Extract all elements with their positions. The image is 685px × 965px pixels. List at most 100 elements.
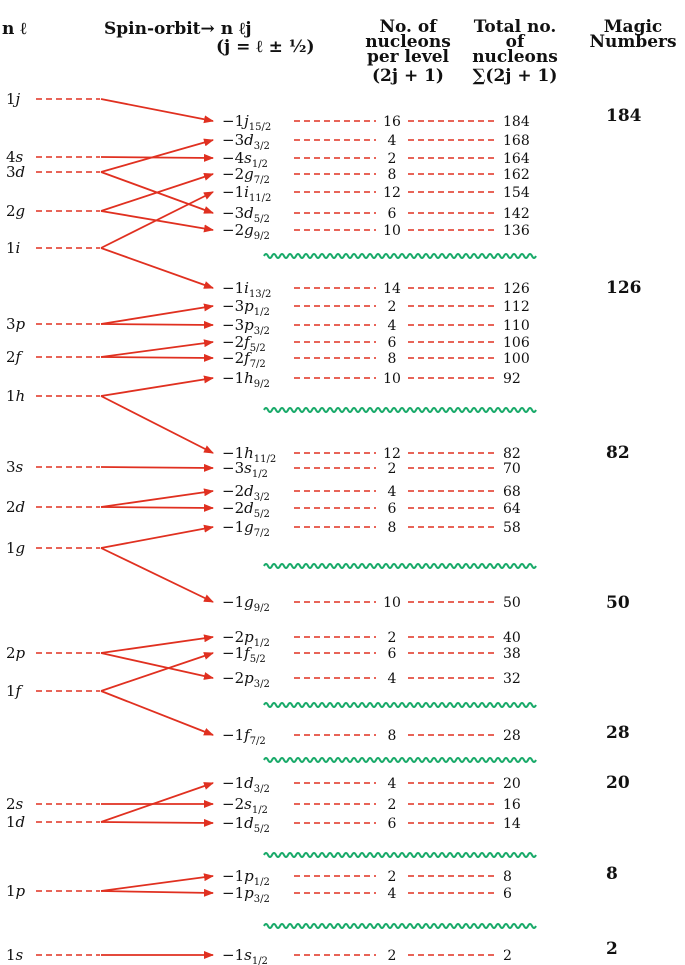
split-arrow [100, 652, 214, 680]
level-degeneracy: 8 [388, 520, 397, 536]
level-total: 184 [503, 114, 530, 130]
header-j-formula: (j = ℓ ± ½) [216, 37, 315, 57]
level-degeneracy: 12 [383, 446, 401, 462]
level-degeneracy: 2 [388, 151, 397, 167]
level-degeneracy: 10 [383, 223, 401, 239]
level-total: 70 [503, 461, 521, 477]
level-degeneracy: 6 [388, 206, 397, 222]
orbital-label-1g: 1g [6, 539, 25, 557]
level-degeneracy: 8 [388, 351, 397, 367]
header-magic: Magic Numbers [585, 19, 681, 51]
level-total: 16 [503, 797, 521, 813]
arrow-group [100, 98, 214, 959]
header-per-level-line3: per level [366, 47, 449, 67]
header-spin-orbit-text: Spin-orbit→ n ℓj [104, 19, 252, 39]
orbital-label-2p: 2p [6, 644, 26, 662]
orbital-label-2d: 2d [6, 498, 25, 516]
level-degeneracy: 4 [388, 484, 397, 500]
orbital-label-1h: 1h [6, 387, 25, 405]
magic-number-28: 28 [606, 723, 630, 743]
level-total: 164 [503, 151, 530, 167]
shell-gap-wave [263, 702, 537, 708]
level-degeneracy: 12 [383, 185, 401, 201]
level-total: 58 [503, 520, 521, 536]
split-arrow [100, 191, 214, 249]
magic-number-20: 20 [606, 773, 630, 793]
split-arrow [100, 488, 214, 508]
orbital-label-3s: 3s [6, 458, 24, 476]
level-column: −1j15/2 16 184−3d3/2 4 168−4s1/2 2 164−2g7/2 8 1… [222, 112, 530, 965]
level-degeneracy: 6 [388, 335, 397, 351]
split-arrow [100, 173, 214, 212]
split-arrow [100, 98, 214, 124]
level-total: 162 [503, 167, 530, 183]
level-total: 8 [503, 869, 512, 885]
level-degeneracy: 14 [383, 281, 401, 297]
level-label-1g7-2: −1g7/2 [222, 518, 270, 539]
level-degeneracy: 2 [388, 299, 397, 315]
level-label-3p1-2: −3p1/2 [222, 297, 270, 318]
magic-number-82: 82 [606, 443, 630, 463]
level-label-2s1-2: −2s1/2 [222, 795, 268, 816]
shell-gap-wave [263, 563, 537, 569]
level-total: 92 [503, 371, 521, 387]
split-arrow [100, 247, 214, 289]
split-arrow [100, 782, 214, 823]
level-degeneracy: 4 [388, 671, 397, 687]
level-degeneracy: 16 [383, 114, 401, 130]
level-degeneracy: 2 [388, 948, 397, 964]
level-degeneracy: 6 [388, 646, 397, 662]
level-label-1h9-2: −1h9/2 [222, 369, 270, 390]
level-total: 50 [503, 595, 521, 611]
header-total: Total no. of nucleons ∑(2j + 1) [452, 19, 578, 85]
level-total: 136 [503, 223, 530, 239]
split-arrow [100, 547, 214, 603]
header-n-l: n ℓ [2, 19, 42, 39]
level-total: 20 [503, 776, 521, 792]
split-arrow [100, 463, 214, 472]
level-degeneracy: 4 [388, 776, 397, 792]
level-label-1j15-2: −1j15/2 [222, 112, 271, 133]
level-total: 38 [503, 646, 521, 662]
split-arrow [100, 320, 214, 329]
shell-gap-wave [263, 757, 537, 763]
level-degeneracy: 8 [388, 167, 397, 183]
level-degeneracy: 10 [383, 595, 401, 611]
level-total: 32 [503, 671, 521, 687]
header-n-l-text: n ℓ [2, 19, 27, 39]
shell-gap-group [263, 253, 537, 929]
split-arrow [100, 303, 214, 325]
shell-gap-wave [263, 923, 537, 929]
level-label-1d3-2: −1d3/2 [222, 774, 270, 795]
header-total-line2: of [505, 32, 525, 52]
header-total-line3: nucleons [472, 47, 558, 67]
split-arrow [100, 375, 214, 397]
split-arrow [100, 652, 214, 692]
level-total: 142 [503, 206, 530, 222]
level-label-1g9-2: −1g9/2 [222, 593, 270, 614]
header-per-level: No. of nucleons per level (2j + 1) [348, 19, 468, 85]
level-total: 82 [503, 446, 521, 462]
level-total: 40 [503, 630, 521, 646]
level-total: 68 [503, 484, 521, 500]
orbital-label-2g: 2g [6, 202, 25, 220]
split-arrow [100, 888, 214, 897]
level-degeneracy: 4 [388, 133, 397, 149]
orbital-label-1d: 1d [6, 813, 25, 831]
level-label-1d5-2: −1d5/2 [222, 814, 270, 835]
level-degeneracy: 2 [388, 869, 397, 885]
level-label-1s1-2: −1s1/2 [222, 946, 268, 965]
level-total: 28 [503, 728, 521, 744]
orbital-label-2f: 2f [6, 348, 24, 366]
orbital-label-1j: 1j [6, 90, 21, 108]
level-label-2p3-2: −2p3/2 [222, 669, 270, 690]
orbital-label-1p: 1p [6, 882, 26, 900]
magic-number-184: 184 [606, 106, 642, 126]
magic-number-2: 2 [606, 939, 618, 959]
level-total: 110 [503, 318, 530, 334]
level-degeneracy: 2 [388, 797, 397, 813]
magic-number-50: 50 [606, 593, 630, 613]
split-arrow [100, 153, 214, 162]
